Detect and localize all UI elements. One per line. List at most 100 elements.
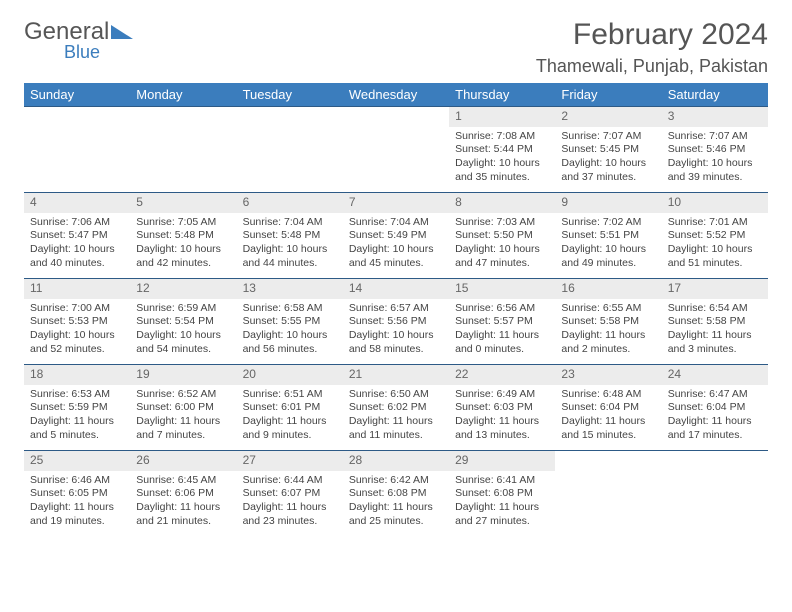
sunrise-text: Sunrise: 7:00 AM <box>30 302 124 316</box>
day-number: 14 <box>343 278 449 299</box>
calendar-day-cell: 7Sunrise: 7:04 AMSunset: 5:49 PMDaylight… <box>343 192 449 278</box>
daylight-text: and 52 minutes. <box>30 343 124 357</box>
daylight-text: and 47 minutes. <box>455 257 549 271</box>
calendar-day-cell: 27Sunrise: 6:44 AMSunset: 6:07 PMDayligh… <box>237 450 343 536</box>
sunrise-text: Sunrise: 6:47 AM <box>668 388 762 402</box>
day-details: Sunrise: 6:41 AMSunset: 6:08 PMDaylight:… <box>449 471 555 535</box>
sunset-text: Sunset: 5:59 PM <box>30 401 124 415</box>
day-details: Sunrise: 7:07 AMSunset: 5:45 PMDaylight:… <box>555 127 661 191</box>
calendar-week-row: 25Sunrise: 6:46 AMSunset: 6:05 PMDayligh… <box>24 450 768 536</box>
day-details: Sunrise: 7:03 AMSunset: 5:50 PMDaylight:… <box>449 213 555 277</box>
daylight-text: and 54 minutes. <box>136 343 230 357</box>
daylight-text: and 42 minutes. <box>136 257 230 271</box>
day-number: 15 <box>449 278 555 299</box>
daylight-text: Daylight: 11 hours <box>349 415 443 429</box>
sunset-text: Sunset: 6:02 PM <box>349 401 443 415</box>
location: Thamewali, Punjab, Pakistan <box>536 56 768 77</box>
daylight-text: and 35 minutes. <box>455 171 549 185</box>
calendar-week-row: 1 Sunrise: 7:08 AMSunset: 5:44 PMDaylight… <box>24 106 768 192</box>
sunset-text: Sunset: 5:56 PM <box>349 315 443 329</box>
sunrise-text: Sunrise: 7:05 AM <box>136 216 230 230</box>
sunset-text: Sunset: 5:49 PM <box>349 229 443 243</box>
day-number: 7 <box>343 192 449 213</box>
daylight-text: Daylight: 11 hours <box>30 501 124 515</box>
calendar-day-cell <box>130 106 236 192</box>
calendar-day-cell: 29Sunrise: 6:41 AMSunset: 6:08 PMDayligh… <box>449 450 555 536</box>
day-header-row: Sunday Monday Tuesday Wednesday Thursday… <box>24 83 768 106</box>
sunrise-text: Sunrise: 7:06 AM <box>30 216 124 230</box>
calendar-day-cell <box>343 106 449 192</box>
day-header: Saturday <box>662 83 768 106</box>
day-number: 5 <box>130 192 236 213</box>
day-details: Sunrise: 6:46 AMSunset: 6:05 PMDaylight:… <box>24 471 130 535</box>
day-number: 1 <box>449 106 555 127</box>
day-number: 26 <box>130 450 236 471</box>
sunset-text: Sunset: 5:44 PM <box>455 143 549 157</box>
calendar-day-cell: 10Sunrise: 7:01 AMSunset: 5:52 PMDayligh… <box>662 192 768 278</box>
sunrise-text: Sunrise: 6:46 AM <box>30 474 124 488</box>
sunset-text: Sunset: 6:06 PM <box>136 487 230 501</box>
daylight-text: and 11 minutes. <box>349 429 443 443</box>
daylight-text: and 5 minutes. <box>30 429 124 443</box>
daylight-text: Daylight: 10 hours <box>668 243 762 257</box>
day-details: Sunrise: 6:48 AMSunset: 6:04 PMDaylight:… <box>555 385 661 449</box>
calendar-day-cell: 24Sunrise: 6:47 AMSunset: 6:04 PMDayligh… <box>662 364 768 450</box>
sunrise-text: Sunrise: 6:44 AM <box>243 474 337 488</box>
day-details: Sunrise: 6:55 AMSunset: 5:58 PMDaylight:… <box>555 299 661 363</box>
daylight-text: Daylight: 11 hours <box>30 415 124 429</box>
sunrise-text: Sunrise: 7:07 AM <box>561 130 655 144</box>
daylight-text: Daylight: 11 hours <box>455 415 549 429</box>
sunset-text: Sunset: 6:04 PM <box>561 401 655 415</box>
day-header: Monday <box>130 83 236 106</box>
daylight-text: Daylight: 10 hours <box>136 329 230 343</box>
daylight-text: and 17 minutes. <box>668 429 762 443</box>
daylight-text: and 13 minutes. <box>455 429 549 443</box>
calendar-day-cell <box>555 450 661 536</box>
calendar-day-cell: 17Sunrise: 6:54 AMSunset: 5:58 PMDayligh… <box>662 278 768 364</box>
calendar-day-cell: 5Sunrise: 7:05 AMSunset: 5:48 PMDaylight… <box>130 192 236 278</box>
sunrise-text: Sunrise: 6:53 AM <box>30 388 124 402</box>
sunrise-text: Sunrise: 6:42 AM <box>349 474 443 488</box>
daylight-text: Daylight: 11 hours <box>455 501 549 515</box>
sunset-text: Sunset: 6:08 PM <box>455 487 549 501</box>
day-number: 24 <box>662 364 768 385</box>
calendar-day-cell: 2Sunrise: 7:07 AMSunset: 5:45 PMDaylight… <box>555 106 661 192</box>
calendar-table: Sunday Monday Tuesday Wednesday Thursday… <box>24 83 768 536</box>
day-details: Sunrise: 6:52 AMSunset: 6:00 PMDaylight:… <box>130 385 236 449</box>
sunrise-text: Sunrise: 7:04 AM <box>243 216 337 230</box>
daylight-text: Daylight: 11 hours <box>136 501 230 515</box>
daylight-text: and 58 minutes. <box>349 343 443 357</box>
daylight-text: Daylight: 11 hours <box>349 501 443 515</box>
daylight-text: and 2 minutes. <box>561 343 655 357</box>
day-number: 28 <box>343 450 449 471</box>
sunset-text: Sunset: 6:05 PM <box>30 487 124 501</box>
calendar-day-cell: 8Sunrise: 7:03 AMSunset: 5:50 PMDaylight… <box>449 192 555 278</box>
day-details: Sunrise: 6:59 AMSunset: 5:54 PMDaylight:… <box>130 299 236 363</box>
day-number: 11 <box>24 278 130 299</box>
sunset-text: Sunset: 5:55 PM <box>243 315 337 329</box>
day-details: Sunrise: 6:49 AMSunset: 6:03 PMDaylight:… <box>449 385 555 449</box>
calendar-day-cell <box>237 106 343 192</box>
day-details: Sunrise: 6:53 AMSunset: 5:59 PMDaylight:… <box>24 385 130 449</box>
sunset-text: Sunset: 5:58 PM <box>668 315 762 329</box>
daylight-text: Daylight: 11 hours <box>668 329 762 343</box>
daylight-text: Daylight: 10 hours <box>243 329 337 343</box>
day-details: Sunrise: 6:42 AMSunset: 6:08 PMDaylight:… <box>343 471 449 535</box>
daylight-text: Daylight: 10 hours <box>349 243 443 257</box>
day-number: 25 <box>24 450 130 471</box>
sunset-text: Sunset: 5:47 PM <box>30 229 124 243</box>
daylight-text: Daylight: 10 hours <box>455 157 549 171</box>
daylight-text: Daylight: 10 hours <box>30 243 124 257</box>
sunrise-text: Sunrise: 6:59 AM <box>136 302 230 316</box>
day-number: 8 <box>449 192 555 213</box>
daylight-text: and 45 minutes. <box>349 257 443 271</box>
daylight-text: and 49 minutes. <box>561 257 655 271</box>
sunrise-text: Sunrise: 6:55 AM <box>561 302 655 316</box>
day-details: Sunrise: 7:07 AMSunset: 5:46 PMDaylight:… <box>662 127 768 191</box>
sunrise-text: Sunrise: 7:08 AM <box>455 130 549 144</box>
calendar-day-cell: 11Sunrise: 7:00 AMSunset: 5:53 PMDayligh… <box>24 278 130 364</box>
sunset-text: Sunset: 5:53 PM <box>30 315 124 329</box>
sunset-text: Sunset: 6:03 PM <box>455 401 549 415</box>
day-number: 22 <box>449 364 555 385</box>
sunrise-text: Sunrise: 6:51 AM <box>243 388 337 402</box>
